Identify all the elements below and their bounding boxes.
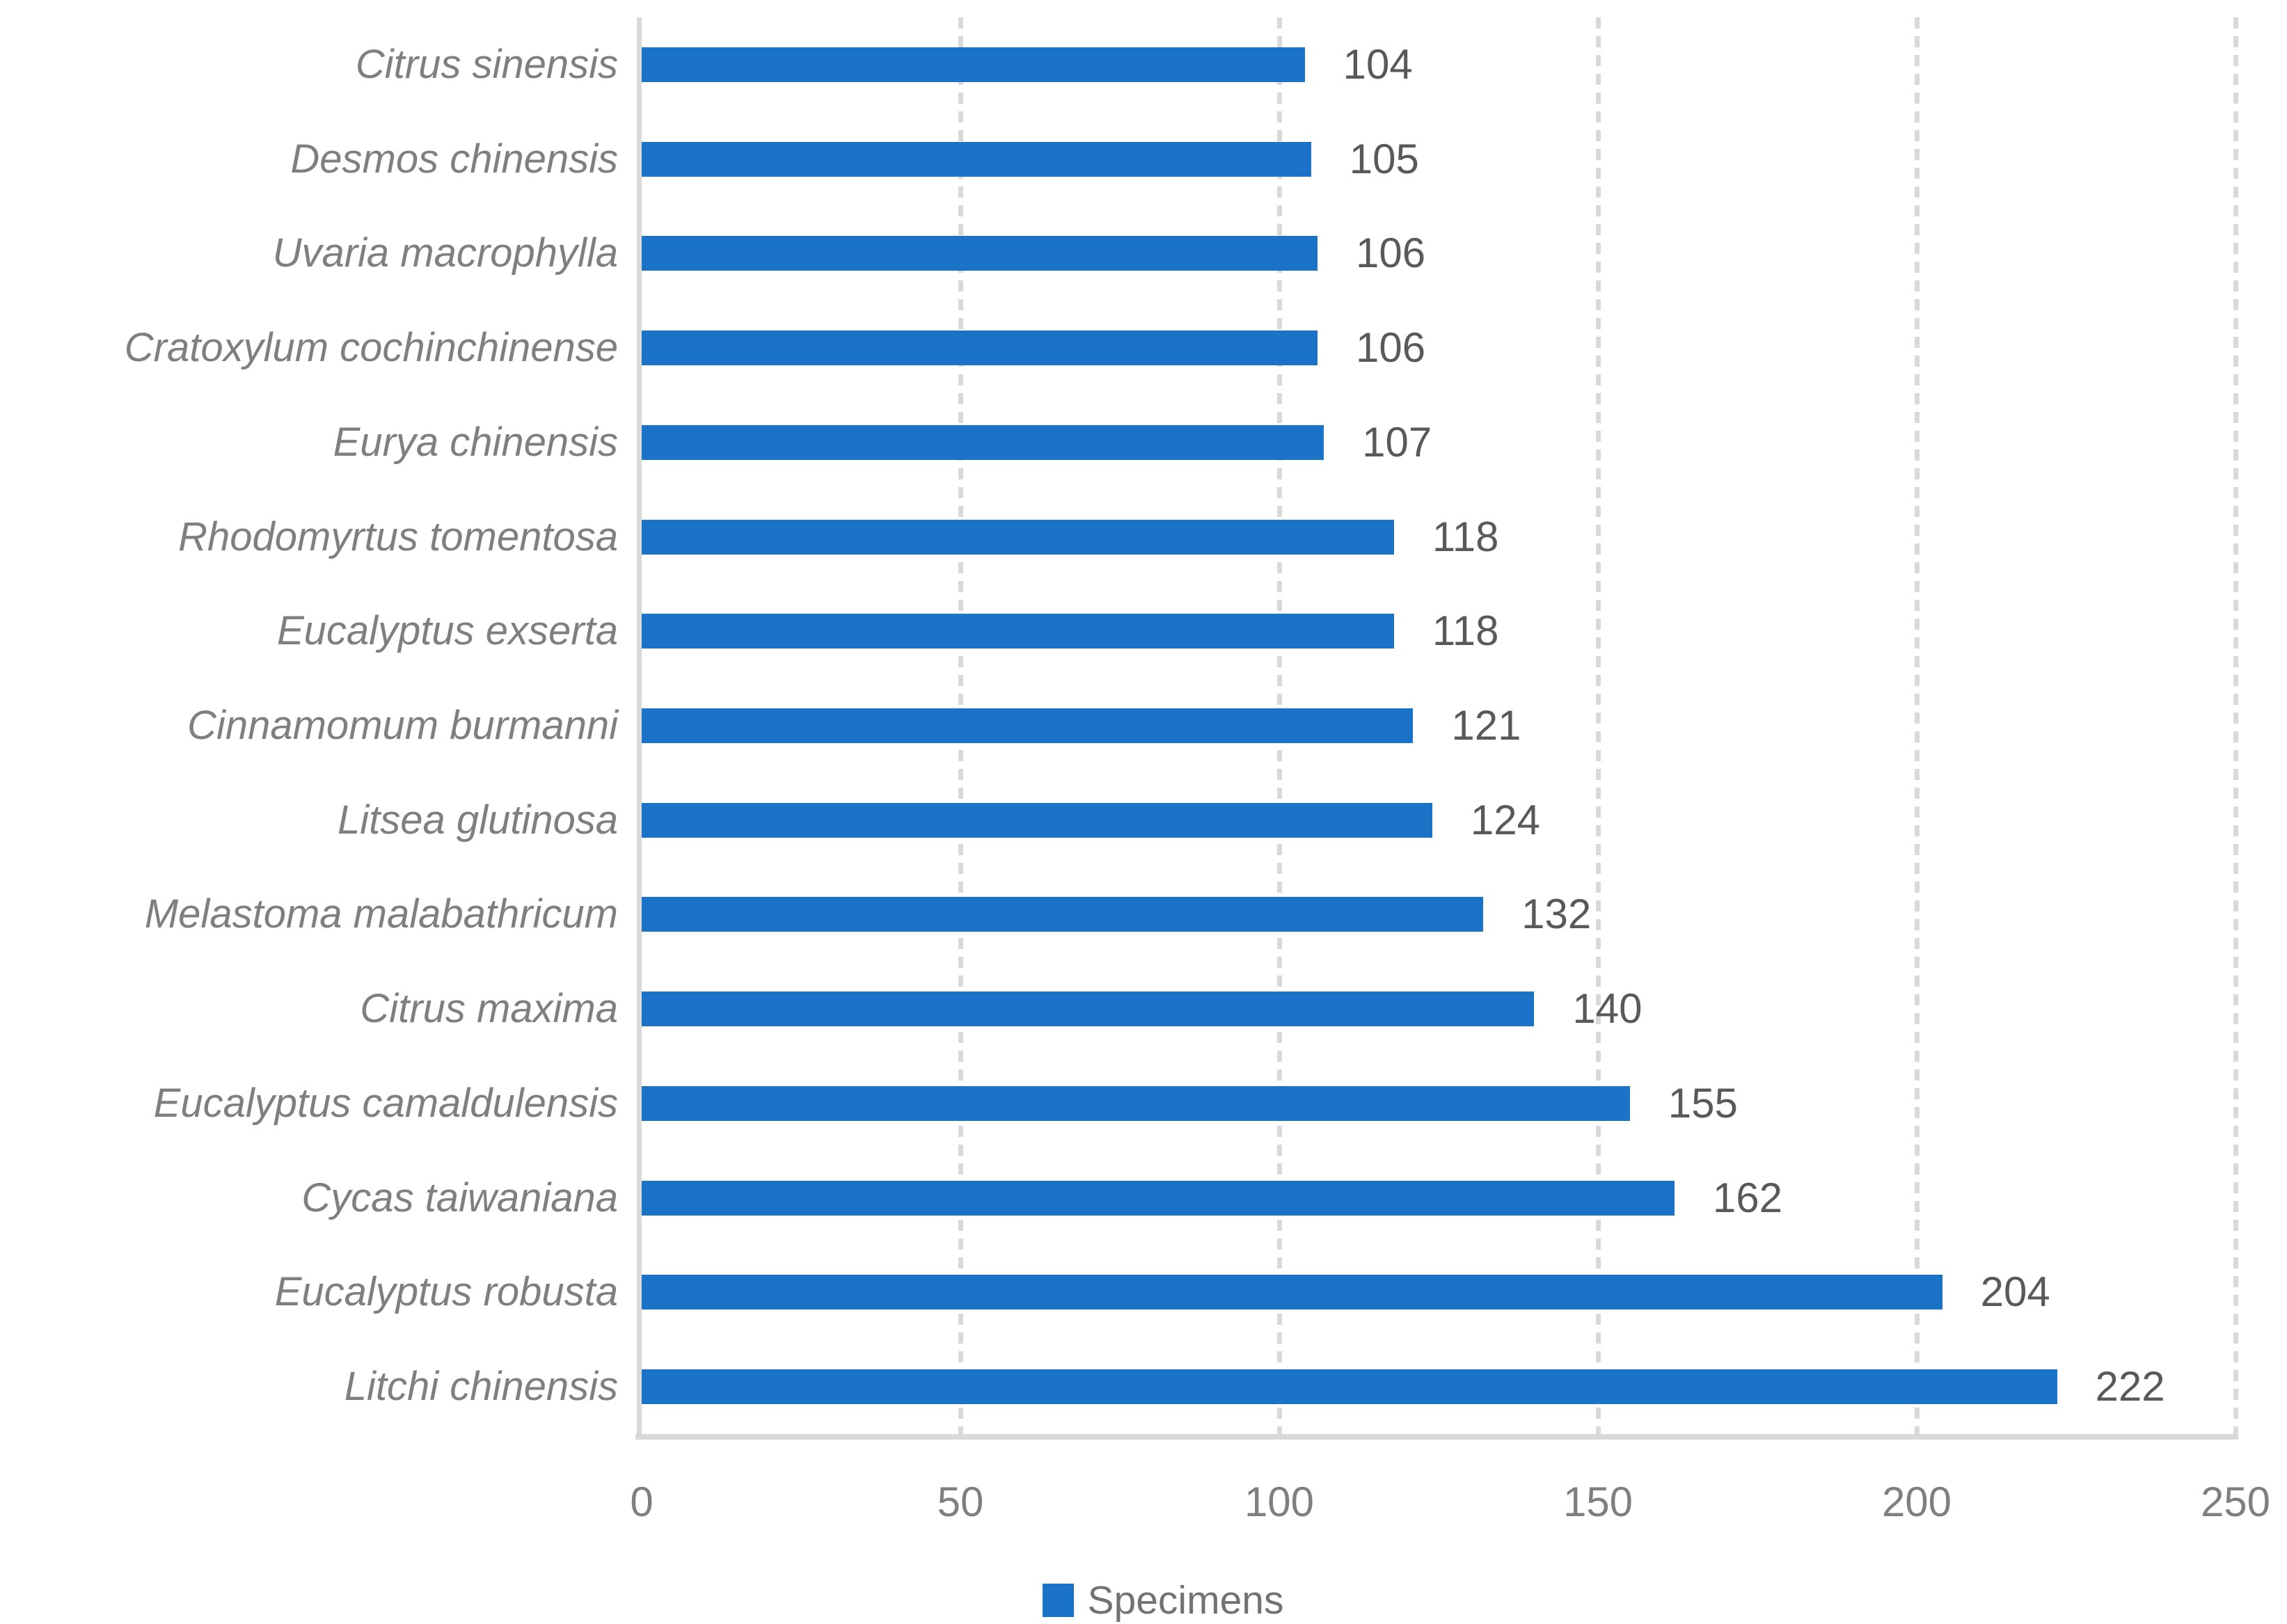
category-label: Melastoma malabathricum <box>144 891 618 937</box>
value-label: 124 <box>1470 796 1540 843</box>
bar <box>642 1180 1675 1216</box>
category-label: Desmos chinensis <box>290 136 618 182</box>
x-tick-label-100: 100 <box>1244 1479 1315 1525</box>
value-label: 107 <box>1362 418 1432 465</box>
category-label: Uvaria macrophylla <box>272 230 618 276</box>
gridline-200 <box>1915 17 1920 1434</box>
bar <box>642 1275 1942 1310</box>
value-label: 104 <box>1343 40 1413 88</box>
category-label: Cratoxylum cochinchinense <box>124 325 618 371</box>
gridline-250 <box>2233 17 2238 1434</box>
bar <box>642 236 1317 271</box>
bar <box>642 331 1317 366</box>
category-label: Litchi chinensis <box>344 1364 618 1410</box>
x-axis-line <box>635 1434 2238 1440</box>
category-label: Citrus maxima <box>360 986 618 1032</box>
value-label: 118 <box>1432 513 1499 560</box>
value-label: 118 <box>1432 607 1499 655</box>
bar <box>642 519 1394 555</box>
value-label: 162 <box>1712 1174 1783 1221</box>
y-axis-line <box>637 17 642 1434</box>
bar <box>642 802 1432 838</box>
category-label: Eurya chinensis <box>333 419 618 465</box>
bar <box>642 424 1324 460</box>
x-tick-label-50: 50 <box>937 1479 984 1525</box>
x-tick-label-200: 200 <box>1881 1479 1952 1525</box>
category-label: Litsea glutinosa <box>337 797 618 843</box>
bar <box>642 141 1311 177</box>
value-label: 155 <box>1668 1079 1738 1127</box>
category-label: Cinnamomum burmanni <box>187 703 618 748</box>
category-label: Cycas taiwaniana <box>301 1175 618 1220</box>
legend-label: Specimens <box>1087 1578 1284 1623</box>
value-label: 140 <box>1572 985 1643 1033</box>
category-label: Eucalyptus exserta <box>276 608 618 654</box>
gridline-150 <box>1596 17 1601 1434</box>
value-label: 204 <box>1980 1268 2050 1316</box>
bar <box>642 1369 2057 1405</box>
value-label: 106 <box>1355 324 1426 372</box>
category-label: Rhodomyrtus tomentosa <box>178 514 618 559</box>
legend: Specimens <box>19 1578 2287 1623</box>
x-tick-label-150: 150 <box>1562 1479 1633 1525</box>
bar <box>642 47 1305 82</box>
category-label: Eucalyptus camaldulensis <box>153 1080 618 1126</box>
value-label: 222 <box>2095 1363 2165 1410</box>
x-tick-label-0: 0 <box>630 1479 654 1525</box>
bar <box>642 992 1535 1027</box>
bar <box>642 708 1414 743</box>
legend-marker-specimens <box>1042 1584 1074 1617</box>
value-label: 106 <box>1355 230 1426 277</box>
value-label: 132 <box>1521 891 1592 938</box>
bar <box>642 614 1394 649</box>
category-label: Citrus sinensis <box>355 41 618 87</box>
value-label: 121 <box>1451 702 1521 749</box>
bar <box>642 1085 1630 1121</box>
x-tick-label-250: 250 <box>2200 1479 2271 1525</box>
bar <box>642 897 1484 932</box>
value-label: 105 <box>1349 135 1419 182</box>
category-label: Eucalyptus robusta <box>274 1269 618 1315</box>
